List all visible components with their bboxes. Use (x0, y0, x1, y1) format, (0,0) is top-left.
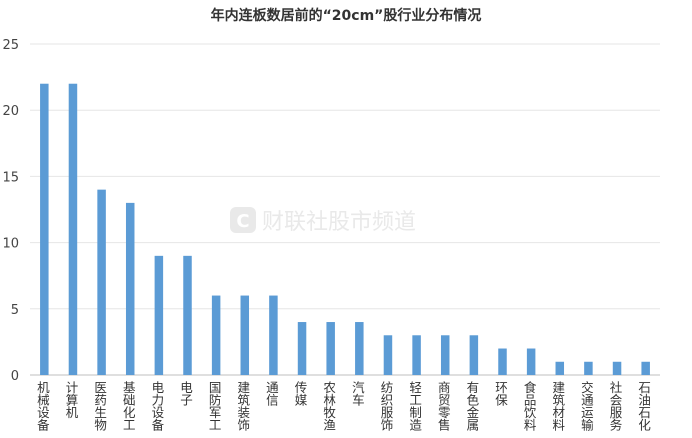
watermark-text: 财联社股市频道 (262, 210, 416, 235)
x-tick-label: 环保 (493, 381, 508, 406)
x-tick-label: 机械设备 (35, 381, 50, 432)
x-tick-label: 电力设备 (149, 381, 164, 432)
y-axis-ticks: 0 5 10 15 20 25 (2, 38, 19, 384)
x-tick-label: 国防军工 (207, 381, 222, 431)
x-tick-label: 汽车 (350, 380, 365, 407)
bar-11 (355, 322, 364, 375)
x-tick-label: 交通运输 (579, 380, 594, 432)
y-tick-label: 25 (2, 38, 19, 53)
bar-7 (240, 295, 250, 375)
bar-1 (68, 83, 78, 375)
x-tick-label: 基础化工 (121, 381, 136, 431)
watermark-logo-icon (230, 207, 256, 233)
x-tick-label: 电子 (178, 381, 193, 406)
bar-13 (412, 335, 421, 375)
bar-20 (612, 361, 622, 375)
bar-19 (584, 361, 593, 375)
y-tick-label: 0 (11, 369, 19, 384)
x-tick-label: 食品饮料 (522, 380, 537, 431)
x-tick-label: 农林牧渔 (321, 381, 336, 431)
x-tick-label: 通信 (264, 381, 279, 407)
y-tick-label: 10 (2, 237, 19, 252)
bar-10 (326, 322, 335, 375)
watermark-logo-letter: C (236, 211, 249, 232)
x-tick-label: 传媒 (293, 380, 308, 406)
x-tick-label: 建筑材料 (550, 381, 565, 431)
y-tick-label: 15 (2, 170, 19, 185)
x-tick-label: 商贸零售 (436, 380, 451, 431)
bar-12 (383, 335, 393, 375)
bar-4 (154, 255, 164, 375)
x-tick-label: 医药生物 (92, 381, 107, 432)
x-tick-label: 纺织服饰 (378, 381, 393, 431)
bar-17 (526, 348, 536, 375)
bar-3 (125, 202, 135, 375)
x-tick-label: 石油石化 (636, 381, 651, 432)
y-tick-label: 20 (2, 104, 19, 119)
bar-6 (211, 295, 221, 375)
bar-18 (555, 361, 565, 375)
x-tick-label: 轻工制造 (407, 381, 422, 431)
x-tick-label: 建筑装饰 (235, 381, 250, 431)
chart-title: 年内连板数居前的“20cm”股行业分布情况 (211, 7, 482, 24)
x-axis-ticks: 机械设备 计算机 医药生物 基础化工 电力设备 电子 国防军工 建筑装饰 通信 传媒 农林牧渔 汽车纺… (35, 380, 651, 432)
bar-8 (269, 295, 278, 375)
y-tick-label: 5 (11, 303, 19, 318)
x-tick-label: 社会服务 (608, 380, 623, 431)
gridlines (30, 43, 660, 376)
bar-5 (183, 255, 192, 375)
bar-14 (440, 335, 450, 375)
watermark: C 财联社股市频道 (230, 207, 416, 235)
bar-21 (641, 361, 650, 375)
x-tick-label: 有色金属 (464, 381, 479, 432)
x-tick-label: 计算机 (63, 381, 78, 419)
bar-16 (498, 348, 507, 375)
bar-15 (469, 335, 479, 375)
bars (40, 83, 650, 375)
bar-2 (97, 189, 106, 375)
bar-9 (297, 322, 307, 375)
bar-0 (40, 83, 49, 375)
